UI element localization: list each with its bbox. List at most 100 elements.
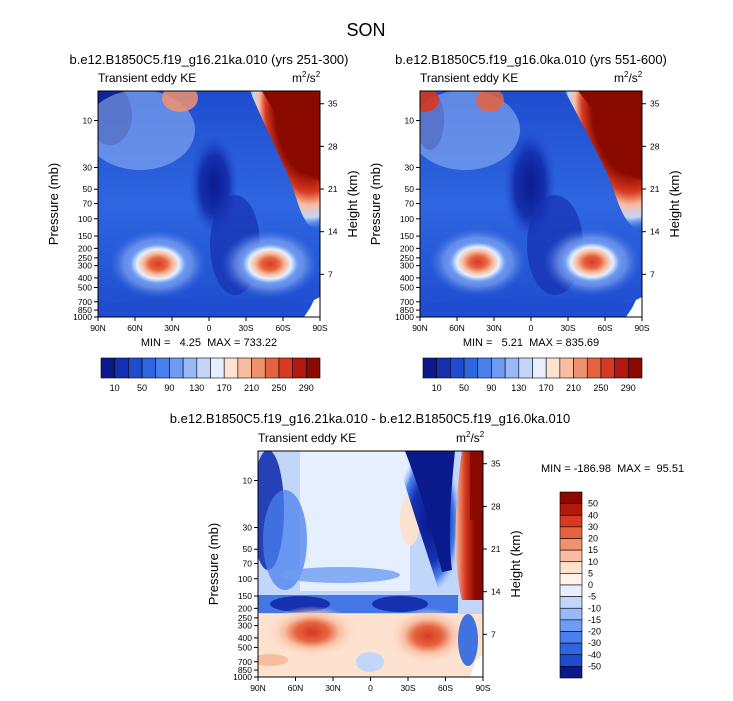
colorbar-swatch (600, 357, 615, 379)
colorbar-label: 40 (588, 510, 598, 520)
x-tick-label: 30N (164, 323, 180, 333)
colorbar-swatch (450, 357, 465, 379)
y-tick-label: 50 (405, 184, 415, 194)
colorbar-label: 130 (511, 383, 526, 393)
y-right-tick-label: 7 (328, 269, 333, 279)
colorbar-label: 5 (588, 568, 593, 578)
y-right-tick-label: 7 (491, 629, 496, 639)
panel-diff-ylabel: Pressure (mb) (206, 523, 221, 605)
colorbar-label: 0 (588, 580, 593, 590)
y-right-tick-label: 35 (491, 459, 501, 469)
y-right-tick-label: 28 (491, 501, 501, 511)
y-tick-label: 70 (405, 199, 415, 209)
panel-a-field (98, 91, 320, 317)
y-tick-label: 1000 (233, 672, 252, 682)
colorbar-label: 210 (244, 383, 259, 393)
colorbar-swatch (559, 596, 583, 609)
x-tick-label: 30S (560, 323, 575, 333)
colorbar-swatch (559, 619, 583, 632)
x-tick-label: 60N (127, 323, 143, 333)
y-tick-label: 250 (238, 613, 252, 623)
colorbar-swatch (491, 357, 506, 379)
colorbar-label: 50 (137, 383, 147, 393)
panel-b: b.e12.B1850C5.f19_g16.0ka.010 (yrs 551-6… (368, 52, 682, 349)
panel-diff-title: b.e12.B1850C5.f19_g16.21ka.010 - b.e12.B… (170, 411, 570, 426)
colorbar-label: 50 (459, 383, 469, 393)
y-tick-label: 150 (238, 591, 252, 601)
panel-a-ylabel-right: Height (km) (345, 170, 360, 237)
x-tick-label: 60N (449, 323, 465, 333)
colorbar-label: 250 (593, 383, 608, 393)
colorbar-swatch (223, 357, 239, 379)
x-tick-label: 60S (275, 323, 290, 333)
x-tick-label: 60S (438, 683, 453, 693)
colorbar-swatch (237, 357, 252, 379)
colorbar-swatch (559, 491, 583, 504)
y-tick-label: 300 (78, 261, 92, 271)
x-tick-label: 30S (238, 323, 253, 333)
colorbar-label: -20 (588, 627, 601, 637)
panel-b-title: b.e12.B1850C5.f19_g16.0ka.010 (yrs 551-6… (395, 52, 667, 67)
colorbar-swatch (100, 357, 115, 379)
y-tick-label: 30 (83, 162, 93, 172)
y-tick-label: 500 (400, 282, 414, 292)
panel-b-ylabel-right: Height (km) (667, 170, 682, 237)
colorbar-swatch (559, 573, 583, 586)
panel-a-units: m2/s2 (292, 70, 321, 85)
panel-b-units: m2/s2 (614, 70, 643, 85)
y-tick-label: 50 (243, 544, 253, 554)
y-right-tick-label: 14 (491, 587, 501, 597)
colorbar-swatch (210, 357, 225, 379)
colorbar-label: -5 (588, 592, 596, 602)
y-tick-label: 400 (78, 273, 92, 283)
x-tick-label: 0 (529, 323, 534, 333)
x-tick-label: 90S (312, 323, 327, 333)
y-right-tick-label: 35 (328, 99, 338, 109)
colorbar-swatch (559, 654, 583, 667)
colorbar-label: 170 (217, 383, 232, 393)
y-tick-label: 50 (83, 184, 93, 194)
colorbar-label: 130 (189, 383, 204, 393)
y-tick-label: 250 (78, 253, 92, 263)
y-right-tick-label: 35 (650, 99, 660, 109)
x-tick-label: 60N (288, 683, 304, 693)
colorbar-swatch (559, 538, 583, 551)
colorbar-swatch (559, 549, 583, 563)
colorbar-swatch (532, 357, 547, 379)
y-tick-label: 400 (400, 273, 414, 283)
panel-diff-axes: 1030507010015020025030040050070085010009… (233, 459, 501, 693)
y-tick-label: 10 (83, 116, 93, 126)
colorbar-swatch (573, 357, 588, 379)
panel-a-axes: 1030507010015020025030040050070085010009… (73, 99, 338, 333)
panel-diff-ylabel-right: Height (km) (508, 530, 523, 597)
x-tick-label: 30N (486, 323, 502, 333)
colorbar-swatch (251, 357, 266, 379)
colorbar-swatch (155, 357, 170, 379)
panel-b-field (420, 91, 642, 317)
x-tick-label: 90S (475, 683, 490, 693)
y-tick-label: 250 (400, 253, 414, 263)
colorbar-label: -10 (588, 603, 601, 613)
colorbar-swatch (463, 357, 479, 379)
panel-diff-minmax: MIN = -186.98 MAX = 95.51 (541, 463, 684, 475)
x-tick-label: 90N (412, 323, 428, 333)
panel-diff-field (258, 451, 483, 677)
y-right-tick-label: 14 (650, 227, 660, 237)
x-tick-label: 0 (207, 323, 212, 333)
panel-a-title: b.e12.B1850C5.f19_g16.21ka.010 (yrs 251-… (70, 52, 349, 67)
panel-a-ylabel: Pressure (mb) (46, 163, 61, 245)
colorbar-swatch (559, 666, 583, 679)
x-tick-label: 60S (597, 323, 612, 333)
colorbar-label: 15 (588, 545, 598, 555)
colorbar-swatch (559, 631, 583, 644)
colorbar-swatch (559, 642, 583, 656)
y-right-tick-label: 7 (650, 269, 655, 279)
colorbar-swatch (504, 357, 520, 379)
y-tick-label: 100 (238, 574, 252, 584)
colorbar-swatch (559, 526, 583, 539)
colorbar-swatch (628, 357, 643, 379)
colorbar-swatch (559, 514, 583, 528)
x-tick-label: 0 (368, 683, 373, 693)
